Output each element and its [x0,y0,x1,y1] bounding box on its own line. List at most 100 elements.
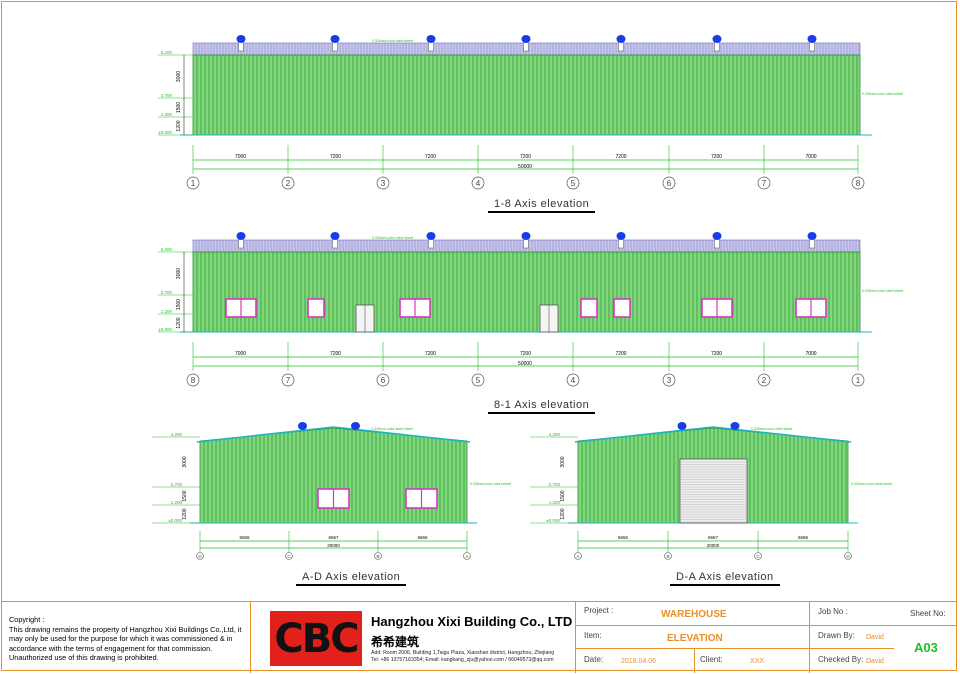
axis-bubble [851,373,865,387]
axis-bubble [851,176,865,190]
sheet-note: 0.426mm color steel sheet [862,289,903,293]
height-dim-label: 3000 [176,71,182,82]
company-address: Add: Room 2006, Building 1,Taigu Plaza, … [371,650,555,663]
axis-label: 2 [762,376,767,385]
roof-vent [236,232,246,240]
span-dimension: 6666 [239,535,250,540]
axis-bubble [574,552,582,560]
axis-bubble [186,373,200,387]
axis-label: A [465,554,468,559]
axis-bubble [376,373,390,387]
roof-vent [351,422,360,430]
elevation-1-8 [158,35,872,190]
axis-label: 7 [762,179,767,188]
elevation-title-8-1: 8-1 Axis elevation [488,399,596,414]
level-label: 2.700 [161,93,173,98]
level-label: 1.200 [549,500,561,505]
axis-label: 6 [381,376,386,385]
sheet-note: 0.426mm color steel sheet [862,92,903,96]
roof-vent [712,232,722,240]
sheet-note: 0.326mm color steel sheet [751,427,792,431]
roof-vent [616,35,626,43]
axis-bubble [664,552,672,560]
elevation-drawings: 6.200 2.700 1.200 ±0.000 3000 1500 1200 0.326mm… [152,35,903,560]
axis-label: B [376,554,379,559]
roof-vent [330,35,340,43]
axis-bubble [662,373,676,387]
height-dim-label: 3000 [182,456,188,467]
span-dimension: 6666 [618,535,629,540]
height-dim-label: 1200 [560,508,566,519]
level-label: 4.200 [549,432,561,437]
span-dimension: 7000 [805,351,816,357]
axis-label: 6 [667,179,672,188]
roof-vent [712,35,722,43]
axis-bubble [463,552,471,560]
window [580,298,598,318]
height-dim-label: 3000 [560,456,566,467]
level-label: 2.700 [161,290,173,295]
span-dimension: 7000 [235,351,246,357]
level-label: ±0.000 [158,130,172,135]
company-cell: CBC Hangzhou Xixi Building Co., LTD 希希建筑… [251,602,576,673]
sheet-note: 0.426mm color steel sheet [851,482,892,486]
axis-label: C [287,554,291,559]
level-label: 6.200 [161,247,173,252]
roof-edge [574,426,852,443]
sheet-note: 0.326mm color steel sheet [372,427,413,431]
roof-vent [807,232,817,240]
elevation-D-A [530,422,858,560]
rolling-door [679,458,748,524]
project-value: WAREHOUSE [661,609,727,620]
roof-vent [426,232,436,240]
height-dim-label: 1200 [176,120,182,131]
axis-bubble [754,552,762,560]
client-label: Client: [700,655,723,664]
date-value: 2018.04.06 [621,658,657,665]
roof-vent [330,232,340,240]
span-dimension: 7200 [520,351,531,357]
axis-bubble [374,552,382,560]
axis-label: 8 [191,376,196,385]
span-dimension: 7200 [520,154,531,160]
checked-by-value: David [866,658,884,665]
window [613,298,631,318]
drawn-by-value: David [866,634,884,641]
sheet-no-value: A03 [914,640,938,655]
span-dimension: 7000 [235,154,246,160]
axis-bubble [376,176,390,190]
info-grid: Project : WAREHOUSE Item: ELEVATION Date… [576,602,894,673]
roof-vent [677,422,687,430]
total-dimension: 20000 [327,543,340,548]
height-dim-label: 1500 [182,490,188,501]
span-dimension: 7200 [615,351,626,357]
elevation-8-1 [158,232,872,387]
axis-label: 3 [381,179,386,188]
sheet-note: 0.426mm color steel sheet [470,482,511,486]
job-no-label: Job No : [818,607,848,616]
axis-bubble [196,552,204,560]
sheet-cell: Sheet No: A03 [894,602,957,673]
axis-label: D [198,554,202,559]
height-dim-label: 1500 [176,299,182,310]
axis-label: 7 [286,376,291,385]
axis-label: D [846,554,850,559]
axis-bubble [285,552,293,560]
axis-label: 8 [856,179,861,188]
roof-vent [616,232,626,240]
total-dimension: 50000 [518,361,532,367]
axis-label: 4 [571,376,576,385]
axis-bubble [566,373,580,387]
sheet-note: 0.326mm color steel sheet [372,236,413,240]
level-label: 1.200 [161,309,173,314]
span-dimension: 7200 [711,351,722,357]
roof-vent [521,35,531,43]
axis-label: A [576,554,579,559]
drawn-by-label: Drawn By: [818,631,855,640]
axis-bubble [281,373,295,387]
client-value: XXX [750,658,765,665]
checked-by-label: Checked By: [818,655,864,664]
axis-bubble [662,176,676,190]
axis-bubble [186,176,200,190]
item-value: ELEVATION [667,633,723,644]
